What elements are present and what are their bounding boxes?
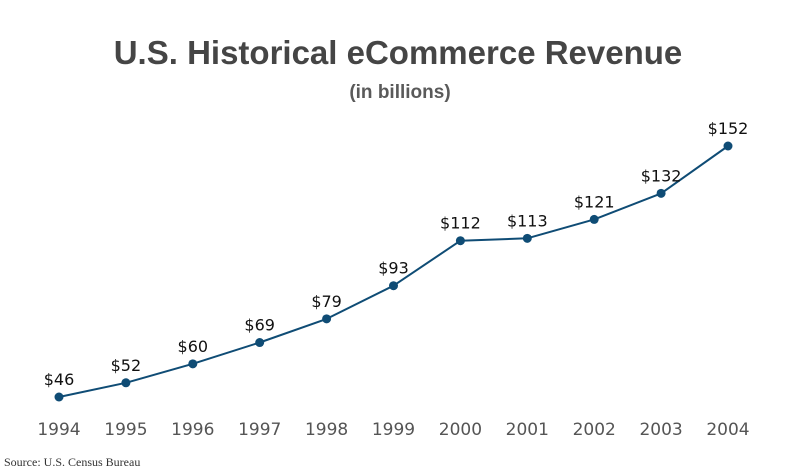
data-label-1995: $52 xyxy=(111,356,142,375)
data-point-2000 xyxy=(455,236,465,246)
data-label-1994: $46 xyxy=(44,370,75,389)
x-tick-label-2003: 2003 xyxy=(639,420,682,440)
chart-subtitle: (in billions) xyxy=(349,82,450,103)
data-label-1997: $69 xyxy=(244,316,275,335)
data-point-2004 xyxy=(723,141,733,151)
data-labels-group: $46 $52 $60 $69 $79 $93 $112 $113 $121 $132 $152 xyxy=(44,119,749,389)
data-point-1996 xyxy=(188,359,198,369)
data-label-1999: $93 xyxy=(378,259,409,278)
x-tick-label-1994: 1994 xyxy=(37,420,80,440)
x-tick-label-1997: 1997 xyxy=(238,420,281,440)
x-tick-label-1995: 1995 xyxy=(104,420,147,440)
data-label-2004: $152 xyxy=(708,119,749,138)
data-point-1997 xyxy=(255,338,265,348)
data-label-1998: $79 xyxy=(311,292,342,311)
x-tick-label-1996: 1996 xyxy=(171,420,214,440)
data-point-2002 xyxy=(589,214,599,224)
data-point-1995 xyxy=(121,378,131,388)
data-point-1994 xyxy=(54,392,64,402)
data-points-group xyxy=(54,141,733,402)
x-tick-label-2000: 2000 xyxy=(439,420,482,440)
data-label-2002: $121 xyxy=(574,192,615,211)
x-tick-label-2004: 2004 xyxy=(706,420,749,440)
chart-title: U.S. Historical eCommerce Revenue xyxy=(114,34,683,71)
x-tick-label-1998: 1998 xyxy=(305,420,348,440)
data-point-1999 xyxy=(389,281,398,291)
data-point-2003 xyxy=(656,188,666,198)
data-label-2001: $113 xyxy=(507,211,548,230)
data-label-1996: $60 xyxy=(178,337,209,356)
data-point-1998 xyxy=(322,314,332,324)
x-tick-label-2002: 2002 xyxy=(573,420,616,440)
x-tick-label-2001: 2001 xyxy=(506,420,549,440)
data-label-2003: $132 xyxy=(641,166,682,185)
source-note: Source: U.S. Census Bureau xyxy=(4,455,140,469)
data-label-2000: $112 xyxy=(440,214,481,233)
x-axis-ticks: 1994 1995 1996 1997 1998 1999 2000 2001 2002 2003… xyxy=(37,420,749,440)
x-tick-label-1999: 1999 xyxy=(372,420,415,440)
data-point-2001 xyxy=(522,233,532,243)
